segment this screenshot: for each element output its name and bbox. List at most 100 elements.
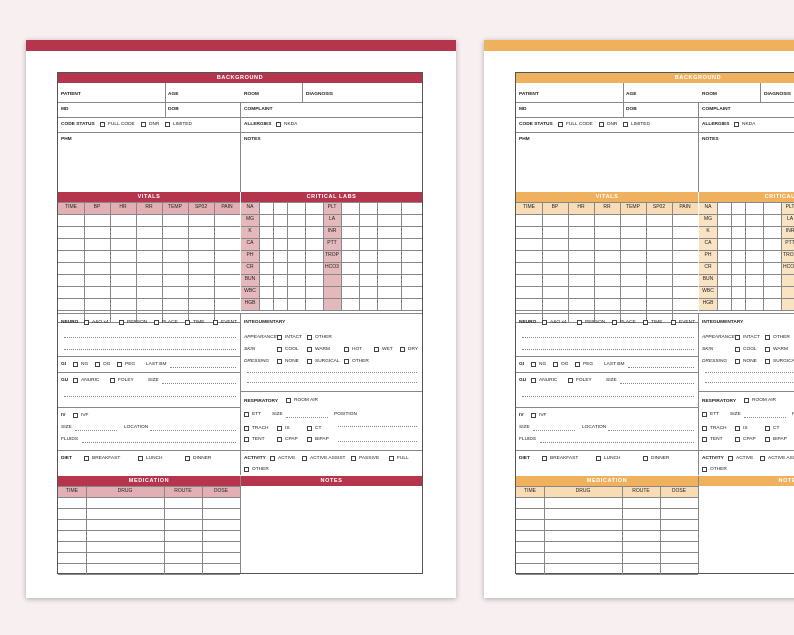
allergies-label: ALLERGIES (702, 122, 730, 127)
dressing-other-checkbox[interactable] (344, 359, 349, 364)
ct-checkbox[interactable] (765, 426, 770, 431)
cpap-checkbox[interactable] (735, 437, 740, 442)
skin-warm-checkbox[interactable] (765, 347, 770, 352)
gu-foley-checkbox[interactable] (110, 378, 115, 383)
ett-label: ETT (252, 412, 262, 417)
skin-dry-checkbox[interactable] (400, 347, 405, 352)
gi-peg-label: PEG (125, 362, 136, 367)
appearance-other-checkbox[interactable] (765, 335, 770, 340)
dressing-surgical-checkbox[interactable] (765, 359, 770, 364)
neuro-option-checkbox[interactable] (643, 320, 648, 325)
nkda-label: NKDA (742, 122, 756, 127)
skin-hot-label: HOT (352, 347, 363, 352)
medication-header-dose: DOSE (671, 488, 687, 494)
gu-anuric-checkbox[interactable] (531, 378, 536, 383)
dressing-surgical-checkbox[interactable] (307, 359, 312, 364)
gi-og-checkbox[interactable] (95, 362, 100, 367)
room-air-checkbox[interactable] (744, 398, 749, 403)
neuro-option-checkbox[interactable] (671, 320, 676, 325)
activity-other-checkbox[interactable] (702, 467, 707, 472)
dnr-checkbox[interactable] (599, 122, 604, 127)
neuro-option-checkbox[interactable] (84, 320, 89, 325)
medication-header-route: ROUTE (632, 488, 650, 494)
neuro-option-checkbox[interactable] (119, 320, 124, 325)
appearance-other-checkbox[interactable] (307, 335, 312, 340)
lunch-checkbox[interactable] (138, 456, 143, 461)
iv-size-label: SIZE (519, 425, 530, 430)
diet-label: DIET (61, 456, 72, 461)
lab-mg: MG (703, 216, 713, 222)
skin-cool-checkbox[interactable] (277, 347, 282, 352)
tent-checkbox[interactable] (702, 437, 707, 442)
limited-checkbox[interactable] (165, 122, 170, 127)
trach-checkbox[interactable] (702, 426, 707, 431)
vitals-header-time: TIME (65, 204, 77, 210)
neuro-option-checkbox[interactable] (542, 320, 547, 325)
tent-checkbox[interactable] (244, 437, 249, 442)
full-code-checkbox[interactable] (100, 122, 105, 127)
bipap-checkbox[interactable] (765, 437, 770, 442)
dinner-checkbox[interactable] (185, 456, 190, 461)
gu-foley-label: FOLEY (576, 378, 592, 383)
nkda-checkbox[interactable] (734, 122, 739, 127)
dressing-none-checkbox[interactable] (735, 359, 740, 364)
nkda-checkbox[interactable] (276, 122, 281, 127)
room-label: ROOM (702, 92, 717, 97)
breakfast-label: BREAKFAST (92, 456, 121, 461)
ett-checkbox[interactable] (702, 412, 707, 417)
neuro-option-checkbox[interactable] (577, 320, 582, 325)
ivf-checkbox[interactable] (531, 413, 536, 418)
breakfast-checkbox[interactable] (84, 456, 89, 461)
gi-ng-checkbox[interactable] (531, 362, 536, 367)
neuro-option-checkbox[interactable] (213, 320, 218, 325)
skin-cool-checkbox[interactable] (735, 347, 740, 352)
vitals-header-temp: TEMP (168, 204, 182, 210)
is-label: IS (285, 426, 290, 431)
vitals-header-hr: HR (119, 204, 127, 210)
appearance-intact-checkbox[interactable] (735, 335, 740, 340)
activity-passive-checkbox[interactable] (351, 456, 356, 461)
vitals-header-temp: TEMP (626, 204, 640, 210)
gu-foley-checkbox[interactable] (568, 378, 573, 383)
ct-checkbox[interactable] (307, 426, 312, 431)
activity-other-checkbox[interactable] (244, 467, 249, 472)
lunch-checkbox[interactable] (596, 456, 601, 461)
neuro-option-checkbox[interactable] (185, 320, 190, 325)
skin-warm-checkbox[interactable] (307, 347, 312, 352)
gi-peg-checkbox[interactable] (575, 362, 580, 367)
activity-active-checkbox[interactable] (728, 456, 733, 461)
appearance-intact-checkbox[interactable] (277, 335, 282, 340)
full-code-checkbox[interactable] (558, 122, 563, 127)
ett-checkbox[interactable] (244, 412, 249, 417)
activity-passive-label: PASSIVE (359, 456, 380, 461)
lab-hgb: HGB (702, 300, 714, 306)
bipap-checkbox[interactable] (307, 437, 312, 442)
skin-hot-checkbox[interactable] (344, 347, 349, 352)
trach-checkbox[interactable] (244, 426, 249, 431)
breakfast-checkbox[interactable] (542, 456, 547, 461)
skin-wet-checkbox[interactable] (374, 347, 379, 352)
activity-active-assist-checkbox[interactable] (760, 456, 765, 461)
dnr-checkbox[interactable] (141, 122, 146, 127)
activity-active-checkbox[interactable] (270, 456, 275, 461)
limited-checkbox[interactable] (623, 122, 628, 127)
section-header-critical-labs: CRITICAL LABS (241, 192, 422, 202)
gu-anuric-checkbox[interactable] (73, 378, 78, 383)
room-air-checkbox[interactable] (286, 398, 291, 403)
cpap-checkbox[interactable] (277, 437, 282, 442)
is-checkbox[interactable] (277, 426, 282, 431)
activity-active-assist-checkbox[interactable] (302, 456, 307, 461)
gi-peg-checkbox[interactable] (117, 362, 122, 367)
dressing-none-checkbox[interactable] (277, 359, 282, 364)
lab-hco3: HCO3 (783, 264, 794, 270)
section-header-background: BACKGROUND (58, 73, 422, 83)
gi-ng-checkbox[interactable] (73, 362, 78, 367)
neuro-option-checkbox[interactable] (612, 320, 617, 325)
activity-full-checkbox[interactable] (389, 456, 394, 461)
is-checkbox[interactable] (735, 426, 740, 431)
gi-og-checkbox[interactable] (553, 362, 558, 367)
neuro-option-checkbox[interactable] (154, 320, 159, 325)
ivf-checkbox[interactable] (73, 413, 78, 418)
dinner-checkbox[interactable] (643, 456, 648, 461)
vitals-header-rr: RR (603, 204, 611, 210)
